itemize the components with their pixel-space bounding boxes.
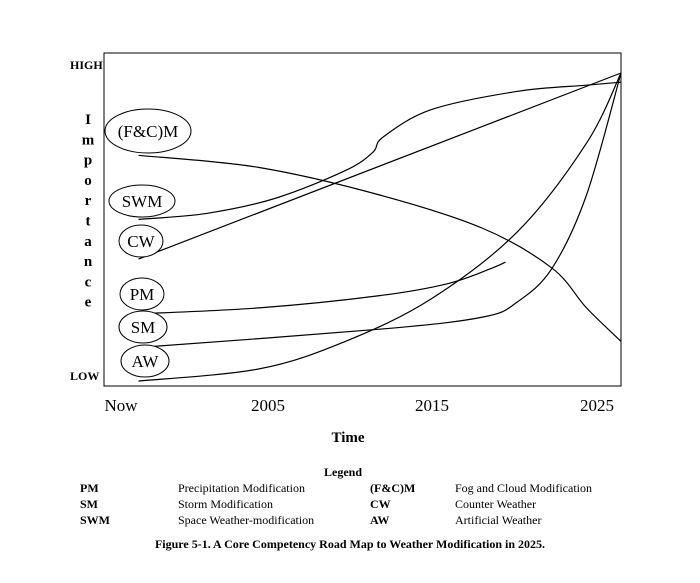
x-tick-2025: 2025 [580,396,614,415]
series-line-swm [138,81,622,220]
legend-desc-swm: Space Weather-modification [178,513,315,527]
series-label-sm: SM [131,318,156,337]
series-label-aw: AW [132,352,160,371]
legend-abbr-swm: SWM [80,513,110,527]
x-tick-2015: 2015 [415,396,449,415]
series-label-bubble-sm [118,310,168,344]
y-axis-title-letter: m [82,132,95,148]
series-label-bubble-swm [108,184,176,218]
legend-abbr-aw: AW [370,513,390,527]
curve-labels: (F&C)M SWM CW PM SM AW [104,108,192,378]
x-tick-2005: 2005 [251,396,285,415]
figure-caption: Figure 5-1. A Core Competency Road Map t… [154,537,546,551]
legend-desc-sm: Storm Modification [178,497,273,511]
series-label-bubble-aw [120,344,170,378]
y-axis-title-letter: t [86,214,91,230]
series-label-bubble-pm [119,277,165,311]
series-label-bubble-cw [118,224,164,258]
series-line-f-c-m [138,154,622,342]
legend-desc-cw: Counter Weather [455,497,537,511]
curves [138,72,622,382]
series-label-cw: CW [127,232,155,251]
legend: PM Precipitation Modification SM Storm M… [0,480,700,530]
y-axis-title-letter: o [84,173,92,189]
series-label-bubble-f-c-m [104,108,192,154]
y-axis-title-letter: a [84,234,92,250]
legend-desc-aw: Artificial Weather [455,513,542,527]
series-line-sm [138,72,622,349]
y-level-low: LOW [70,369,99,383]
legend-desc-fcm: Fog and Cloud Modification [455,481,592,495]
y-axis-title-letter: p [84,153,92,169]
y-axis-title-letter: n [84,254,93,270]
legend-abbr-fcm: (F&C)M [370,481,416,495]
legend-desc-pm: Precipitation Modification [178,481,305,495]
y-axis-title-letter: I [85,112,91,128]
legend-title: Legend [324,465,363,479]
x-ticks: Now 2005 2015 2025 [104,396,614,415]
y-axis-title-letter: r [85,193,92,209]
x-tick-now: Now [104,396,138,415]
series-label-pm: PM [130,285,155,304]
series-label-f-c-m: (F&C)M [118,122,178,141]
series-line-pm [138,261,506,315]
y-axis-title-letter: e [85,295,92,311]
x-axis-title: Time [331,430,364,446]
series-line-aw [138,72,622,382]
plot-frame [103,52,622,387]
legend-abbr-pm: PM [80,481,99,495]
series-line-cw [138,72,622,260]
y-level-high: HIGH [70,58,103,72]
legend-abbr-cw: CW [370,497,391,511]
series-label-swm: SWM [122,192,163,211]
y-axis-title-letter: c [85,274,92,290]
legend-abbr-sm: SM [80,497,98,511]
